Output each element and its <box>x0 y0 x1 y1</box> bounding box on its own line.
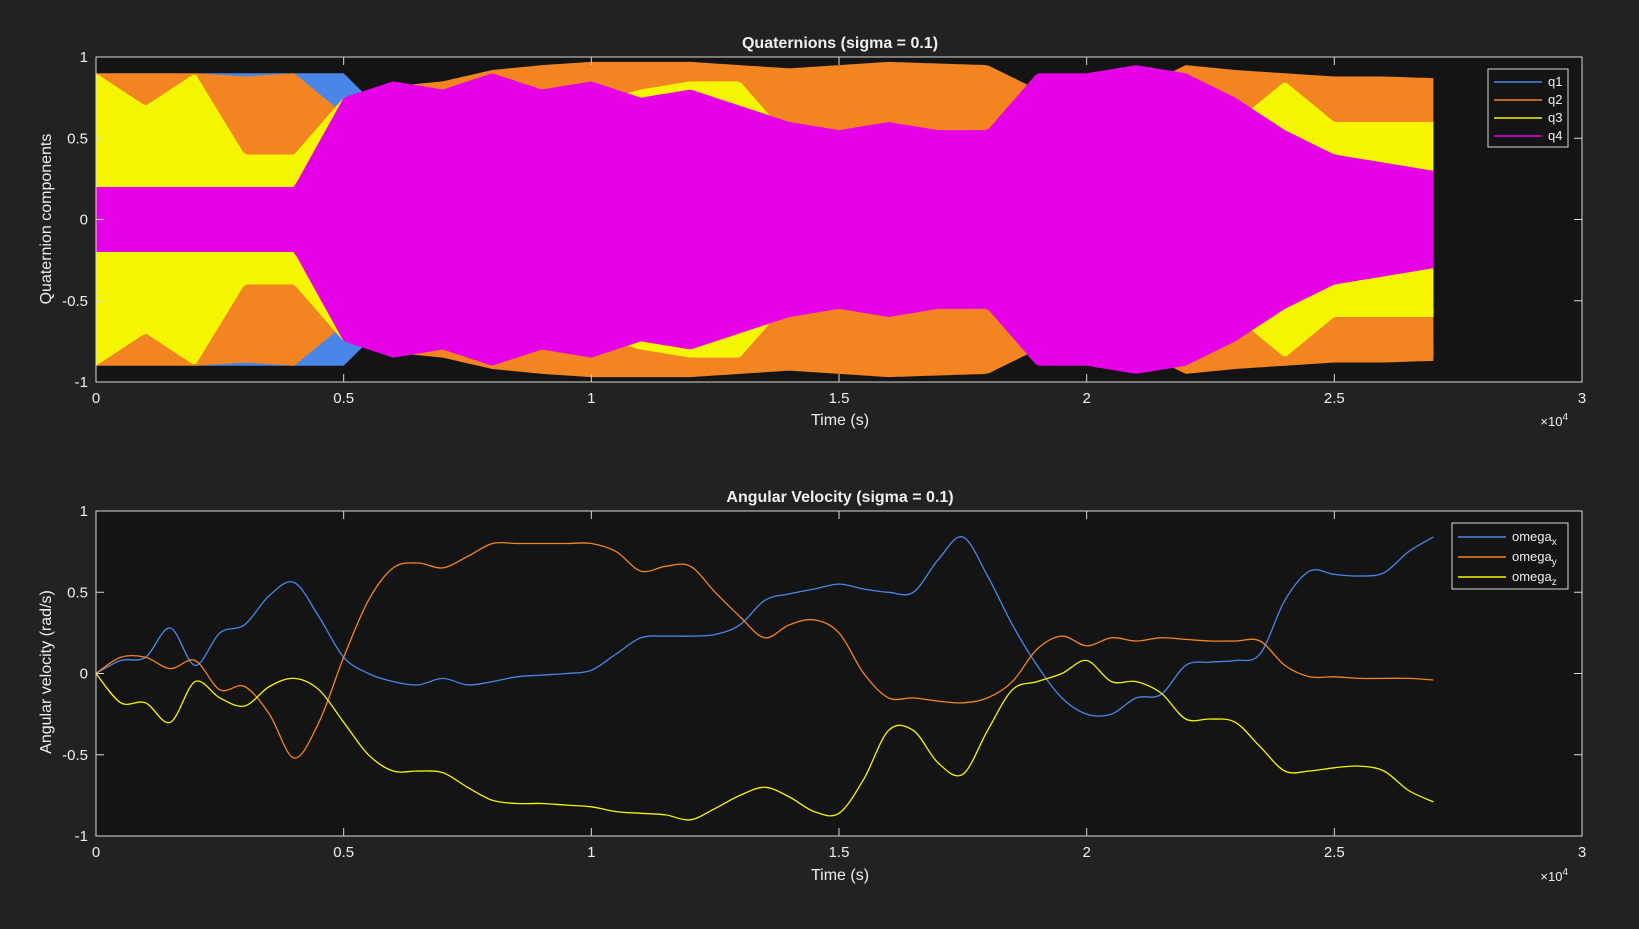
x-tick-label: 1.5 <box>829 390 850 407</box>
x-tick-label: 0.5 <box>333 844 354 861</box>
plot-area <box>96 511 1582 836</box>
x-tick-label: 0.5 <box>333 390 354 407</box>
y-tick-label: 0.5 <box>67 130 88 147</box>
y-tick-label: 0 <box>80 212 88 229</box>
legend-label: q4 <box>1548 128 1562 143</box>
x-tick-label: 2.5 <box>1324 390 1345 407</box>
x-tick-label: 0 <box>92 844 100 861</box>
x-tick-label: 1 <box>587 844 595 861</box>
x-exponent-label: ×104 <box>1540 867 1568 884</box>
legend-box <box>1451 522 1569 590</box>
legend-label: omegay <box>1512 549 1557 568</box>
y-tick-label: 0.5 <box>67 584 88 601</box>
legend-label: q2 <box>1548 92 1562 107</box>
x-axis-label: Time (s) <box>811 412 869 429</box>
x-exponent-label: ×104 <box>1540 412 1568 429</box>
y-tick-label: -1 <box>75 374 88 391</box>
x-tick-label: 1 <box>587 390 595 407</box>
series-omega-x <box>95 536 1434 717</box>
series-q4-oscillation <box>95 70 1434 370</box>
chart-title: Angular Velocity (sigma = 0.1) <box>726 489 953 506</box>
x-tick-label: 3 <box>1578 844 1586 861</box>
series-q4 <box>96 65 1434 374</box>
y-tick-label: 1 <box>80 503 88 520</box>
legend: q1 q2 q3 q4 <box>1487 68 1569 148</box>
legend-label: omegaz <box>1512 569 1557 588</box>
y-tick-label: -1 <box>75 828 88 845</box>
y-tick-label: -0.5 <box>62 293 88 310</box>
quaternions-chart: Quaternions (sigma = 0.1) 0 0.5 1 1.5 2 2.5 3 -… <box>38 35 1586 429</box>
y-tick-label: -0.5 <box>62 747 88 764</box>
series-omega-z <box>95 659 1434 821</box>
x-tick-label: 3 <box>1578 390 1586 407</box>
y-tick-label: 0 <box>80 666 88 683</box>
y-tick-label: 1 <box>80 49 88 66</box>
x-tick-label: 2 <box>1082 844 1090 861</box>
y-axis-label: Quaternion components <box>38 134 55 305</box>
chart-title: Quaternions (sigma = 0.1) <box>742 35 938 52</box>
x-tick-label: 1.5 <box>829 844 850 861</box>
x-tick-label: 0 <box>92 390 100 407</box>
legend-label: omegax <box>1512 529 1557 548</box>
y-axis-label: Angular velocity (rad/s) <box>38 590 55 754</box>
legend-label: q3 <box>1548 110 1562 125</box>
angular-velocity-chart: Angular Velocity (sigma = 0.1) 0 0.5 1 1.5 2… <box>38 489 1586 884</box>
series-omega-y <box>95 541 1434 759</box>
x-tick-label: 2.5 <box>1324 844 1345 861</box>
x-axis-label: Time (s) <box>811 867 869 884</box>
legend-label: q1 <box>1548 74 1562 89</box>
x-tick-label: 2 <box>1082 390 1090 407</box>
